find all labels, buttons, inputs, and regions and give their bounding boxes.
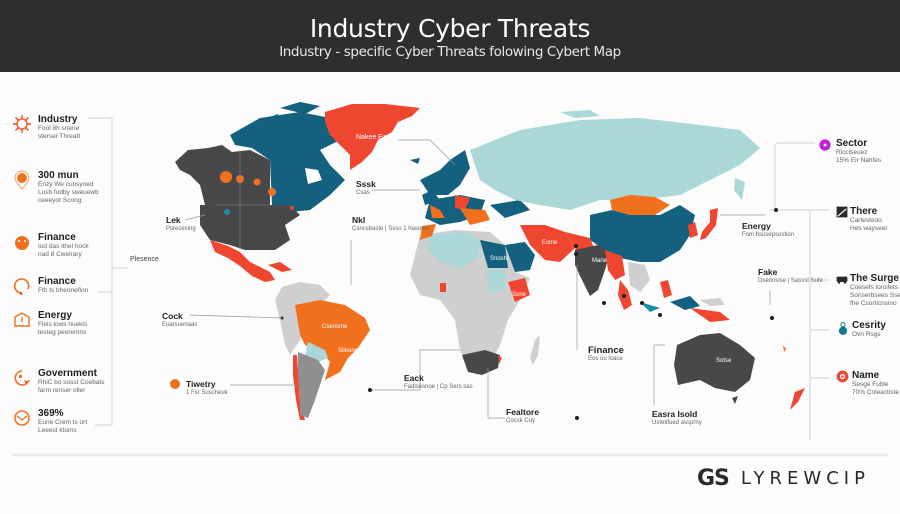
south-america bbox=[275, 282, 370, 420]
location-pin-icon bbox=[14, 170, 30, 190]
region-label-brazil-2: Sileang bbox=[338, 348, 359, 354]
virus-icon bbox=[13, 115, 31, 133]
label-pacific-east: Fake Dseonsise | Sasvst Sufe bbox=[758, 267, 823, 285]
region-label-australia: Sotse bbox=[716, 358, 732, 364]
greenland bbox=[325, 104, 420, 170]
map-stage: Industry Fool 8h snene sterser Threatt 300… bbox=[0, 72, 900, 514]
shield-phone-icon bbox=[14, 370, 30, 386]
header-bar: Industry Cyber Threats Industry - specif… bbox=[0, 0, 900, 72]
north-america bbox=[175, 102, 345, 282]
orange-marker-icon bbox=[170, 379, 180, 389]
label-pacific-left: Plesence bbox=[130, 256, 159, 263]
japan bbox=[700, 208, 718, 240]
label-japan: Energy Fom bsusepsostion bbox=[742, 221, 795, 239]
label-usa-west: Lek Psrecesing bbox=[166, 215, 196, 233]
iran bbox=[520, 225, 575, 262]
left-legend-connectors bbox=[88, 117, 128, 426]
label-greenland: Nakee Eacuse bbox=[356, 134, 402, 141]
chart-square-icon bbox=[836, 206, 848, 218]
region-label-brazil-1: Csensme bbox=[322, 324, 348, 330]
page-subtitle: Industry - specific Cyber Threats folowi… bbox=[279, 44, 621, 60]
page-title: Industry Cyber Threats bbox=[309, 14, 591, 43]
world-map bbox=[12, 102, 888, 457]
label-south-atlantic: Eack Fadlsesnoe | Cp Sers sas bbox=[404, 373, 473, 391]
region-label-iran: Esme bbox=[542, 240, 558, 246]
sector-dot-icon bbox=[819, 139, 831, 151]
vehicle-icon bbox=[836, 276, 848, 284]
russia bbox=[470, 118, 760, 210]
bug-icon bbox=[15, 236, 29, 250]
label-atlantic-mid: Nkl Csncsbaste | Ssso 1 hasome bbox=[352, 215, 430, 233]
globe-icon bbox=[14, 410, 30, 426]
china bbox=[590, 205, 695, 262]
india bbox=[575, 245, 610, 296]
target-icon bbox=[836, 370, 849, 383]
label-africa-south: Fealtore Cocsk Cuy bbox=[506, 407, 540, 425]
mongolia bbox=[610, 195, 670, 215]
africa bbox=[410, 224, 540, 375]
brand-mark: GS bbox=[697, 466, 730, 491]
refresh-icon bbox=[13, 278, 30, 295]
region-label-india: Mane bbox=[592, 258, 608, 264]
user-pin-icon bbox=[838, 321, 848, 335]
label-north-atlantic: Sssk Csas bbox=[356, 179, 376, 197]
leader-lines bbox=[184, 139, 771, 419]
label-south-america-west: Cock Eoarsuenaas bbox=[162, 311, 198, 329]
label-south-pacific: Tiwetry 1 Fsr Suscheuk bbox=[186, 379, 228, 397]
label-indian-ocean: Finance Eos ou loace bbox=[588, 345, 624, 362]
new-zealand bbox=[790, 388, 805, 410]
europe bbox=[420, 150, 530, 225]
right-legend-connectors bbox=[770, 142, 830, 440]
australia bbox=[674, 333, 755, 392]
label-australia: Easra Isold Ustetifued assprny bbox=[652, 409, 702, 427]
box-icon bbox=[14, 312, 30, 327]
region-label-egypt: Snosh bbox=[490, 256, 508, 262]
brand-logo: GS LYREWCIP bbox=[697, 466, 870, 491]
region-label-ethiopia: Sone bbox=[512, 292, 527, 298]
arabia bbox=[505, 242, 535, 272]
brand-name: LYREWCIP bbox=[740, 468, 870, 489]
